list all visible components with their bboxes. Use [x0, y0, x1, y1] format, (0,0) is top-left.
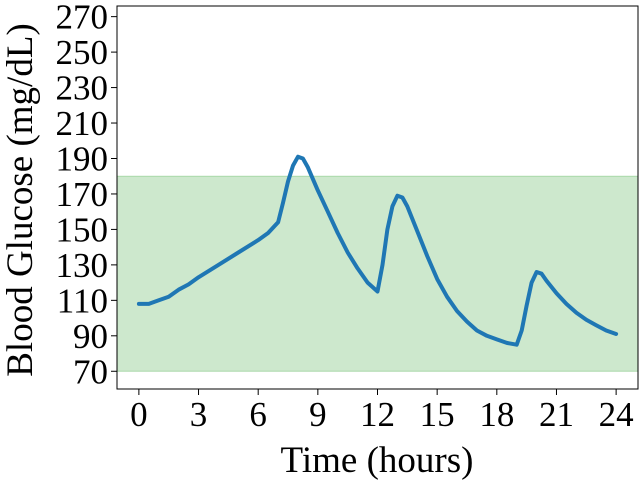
x-tick-label: 6: [249, 395, 267, 434]
y-tick-label: 210: [56, 104, 109, 143]
y-tick-label: 190: [56, 139, 109, 178]
x-tick-label: 3: [190, 395, 208, 434]
y-tick-label: 230: [56, 69, 109, 108]
y-tick-label: 130: [56, 246, 109, 285]
y-tick-label: 70: [73, 352, 108, 391]
x-tick-label: 24: [599, 395, 634, 434]
x-axis-label: Time (hours): [281, 440, 474, 480]
y-tick-label: 90: [73, 317, 108, 356]
x-tick-label: 12: [360, 395, 395, 434]
target-range-band: [116, 175, 639, 372]
x-tick-label: 9: [309, 395, 327, 434]
x-tick-label: 18: [479, 395, 514, 434]
plot-area: [116, 5, 639, 390]
y-tick-label: 250: [56, 33, 109, 72]
y-tick-label: 170: [56, 175, 109, 214]
y-tick-label: 150: [56, 210, 109, 249]
x-tick-label: 0: [130, 395, 148, 434]
x-tick-label: 21: [539, 395, 574, 434]
x-tick-label: 15: [420, 395, 455, 434]
y-tick-label: 270: [56, 0, 109, 37]
glucose-line: [136, 154, 619, 347]
x-axis-ticks: 0 3 6 9 12 15 18 21 24: [130, 389, 634, 434]
y-tick-label: 110: [57, 281, 108, 320]
y-axis-label: Blood Glucose (mg/dL): [0, 23, 41, 377]
